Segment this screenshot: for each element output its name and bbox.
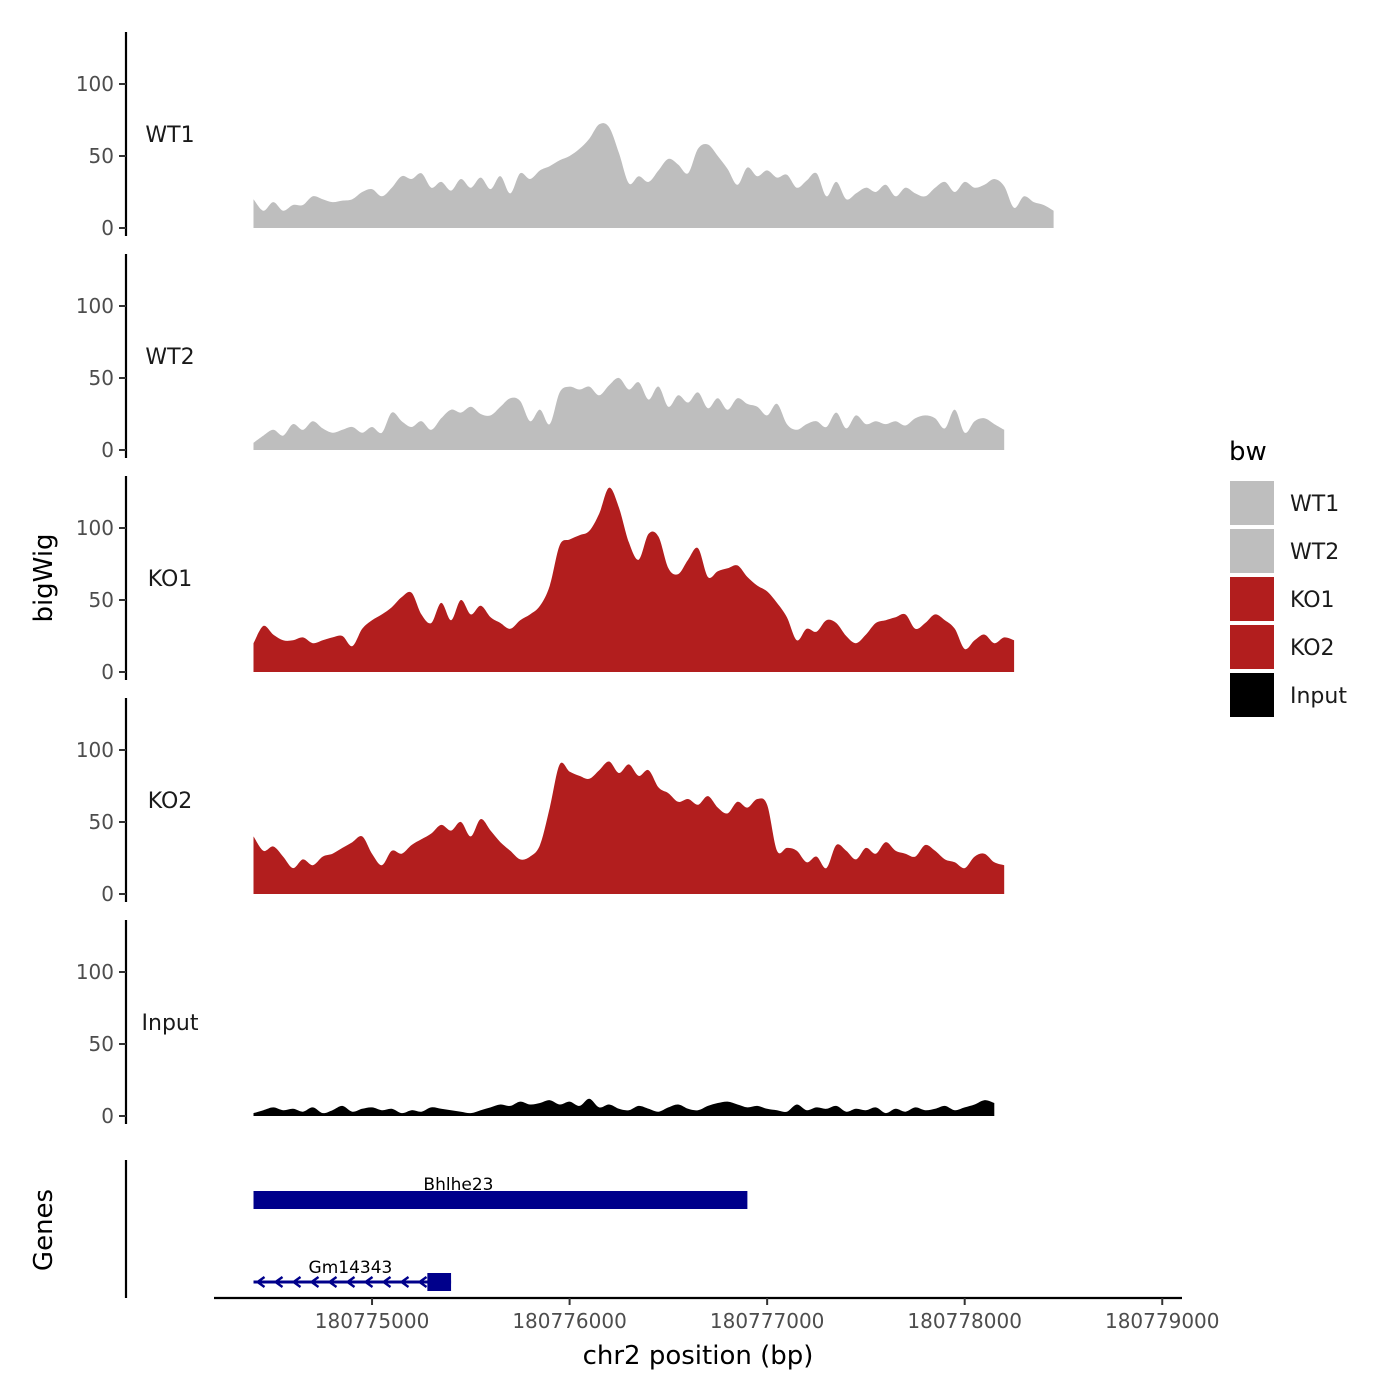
track-label: Input bbox=[142, 1011, 199, 1036]
legend-item-wt1: WT1 bbox=[1228, 479, 1339, 527]
strand-arrow bbox=[255, 1276, 266, 1288]
track-label: KO2 bbox=[148, 789, 193, 814]
x-axis-label: chr2 position (bp) bbox=[583, 1341, 814, 1371]
area-input bbox=[253, 1098, 995, 1116]
legend-label: WT2 bbox=[1290, 540, 1339, 565]
legend-swatch bbox=[1228, 479, 1276, 527]
y-tick-label: 0 bbox=[101, 882, 114, 906]
x-tick-label: 180776000 bbox=[512, 1309, 627, 1333]
legend-swatch bbox=[1228, 527, 1276, 575]
y-tick-label: 100 bbox=[76, 72, 114, 96]
legend-item-input: Input bbox=[1228, 671, 1347, 719]
genes-panel: Bhlhe23 Gm14343 bbox=[124, 1160, 748, 1298]
y-tick-label: 50 bbox=[89, 810, 114, 834]
genes-axis-label: Genes bbox=[29, 1189, 59, 1271]
legend-label: KO1 bbox=[1290, 588, 1335, 613]
area-ko2 bbox=[253, 761, 1005, 894]
y-tick-label: 50 bbox=[89, 366, 114, 390]
y-tick-label: 100 bbox=[76, 516, 114, 540]
strand-arrow bbox=[273, 1276, 284, 1288]
track-panels: 0 50 100 WT1 0 50 100 WT2 0 50 100 KO1 0 50 100 KO2 0 50 1… bbox=[76, 32, 1054, 1128]
y-tick-label: 100 bbox=[76, 294, 114, 318]
legend: bw WT1 WT2 KO1 KO2 Input bbox=[1228, 437, 1347, 719]
y-tick-label: 100 bbox=[76, 738, 114, 762]
gene-exon bbox=[427, 1273, 452, 1291]
legend-item-ko1: KO1 bbox=[1228, 575, 1335, 623]
legend-title: bw bbox=[1229, 437, 1267, 467]
strand-arrow bbox=[309, 1276, 320, 1288]
legend-label: Input bbox=[1290, 684, 1347, 709]
track-label: KO1 bbox=[148, 567, 193, 592]
y-tick-label: 0 bbox=[101, 216, 114, 240]
y-tick-label: 50 bbox=[89, 588, 114, 612]
gene-gm14343: Gm14343 bbox=[253, 1258, 452, 1291]
y-tick-label: 0 bbox=[101, 660, 114, 684]
area-ko1 bbox=[253, 487, 1015, 672]
legend-label: WT1 bbox=[1290, 492, 1339, 517]
strand-arrow bbox=[327, 1276, 338, 1288]
gene-body bbox=[253, 1191, 748, 1209]
track-wt1: 0 50 100 WT1 bbox=[76, 32, 1054, 240]
x-tick-label: 180777000 bbox=[710, 1309, 825, 1333]
track-wt2: 0 50 100 WT2 bbox=[76, 254, 1005, 462]
y-tick-label: 0 bbox=[101, 438, 114, 462]
gene-label: Gm14343 bbox=[309, 1258, 393, 1278]
y-tick-label: 50 bbox=[89, 144, 114, 168]
y-tick-label: 50 bbox=[89, 1032, 114, 1056]
track-ko2: 0 50 100 KO2 bbox=[76, 698, 1005, 906]
strand-arrow bbox=[417, 1276, 428, 1288]
track-ko1: 0 50 100 KO1 bbox=[76, 476, 1015, 684]
track-input: 0 50 100 Input bbox=[76, 920, 995, 1128]
gene-label: Bhlhe23 bbox=[423, 1175, 493, 1195]
area-wt1 bbox=[253, 123, 1054, 228]
y-tick-label: 100 bbox=[76, 960, 114, 984]
x-tick-label: 180775000 bbox=[315, 1309, 430, 1333]
gene-bhlhe23: Bhlhe23 bbox=[253, 1175, 748, 1209]
legend-item-ko2: KO2 bbox=[1228, 623, 1335, 671]
strand-arrow bbox=[381, 1276, 392, 1288]
area-wt2 bbox=[253, 377, 1005, 450]
x-tick-label: 180778000 bbox=[907, 1309, 1022, 1333]
track-label: WT1 bbox=[145, 123, 194, 148]
x-axis: 180775000 180776000 180777000 180778000 1807… bbox=[214, 1296, 1220, 1333]
legend-item-wt2: WT2 bbox=[1228, 527, 1339, 575]
legend-swatch bbox=[1228, 623, 1276, 671]
strand-arrow bbox=[345, 1276, 356, 1288]
x-tick-label: 180779000 bbox=[1105, 1309, 1220, 1333]
strand-arrow bbox=[363, 1276, 374, 1288]
track-label: WT2 bbox=[145, 345, 194, 370]
legend-swatch bbox=[1228, 575, 1276, 623]
strand-arrow bbox=[399, 1276, 410, 1288]
strand-arrow bbox=[291, 1276, 302, 1288]
legend-swatch bbox=[1228, 671, 1276, 719]
legend-label: KO2 bbox=[1290, 636, 1335, 661]
y-tick-label: 0 bbox=[101, 1104, 114, 1128]
y-axis-label: bigWig bbox=[29, 533, 59, 622]
